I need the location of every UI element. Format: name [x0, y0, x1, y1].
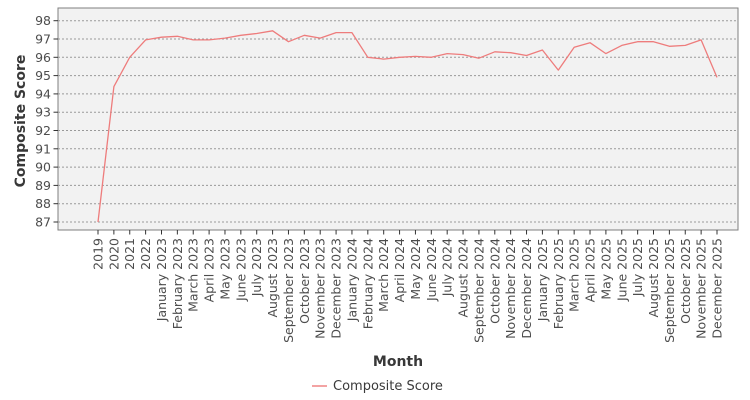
x-tick-label: 2021 — [122, 238, 137, 270]
x-tick-label: November 2023 — [313, 238, 328, 339]
x-tick-label: September 2024 — [471, 238, 486, 343]
legend: Composite Score — [312, 379, 443, 394]
x-tick-label: December 2023 — [329, 238, 344, 339]
x-tick-label: October 2025 — [678, 238, 693, 324]
x-tick-label: May 2024 — [408, 238, 423, 300]
x-tick-label: December 2024 — [519, 238, 534, 339]
x-axis-ticks: 2019 2020 2021 2022 January 2023 February 202… — [91, 230, 725, 343]
x-tick-label: April 2025 — [583, 238, 598, 302]
y-tick-label: 97 — [35, 32, 51, 47]
x-tick-label: February 2024 — [360, 238, 375, 329]
y-axis-title: Composite Score — [13, 55, 29, 188]
y-tick-label: 93 — [35, 105, 51, 120]
x-tick-label: April 2023 — [202, 238, 217, 302]
x-tick-label: August 2024 — [456, 238, 471, 318]
x-tick-label: May 2025 — [598, 238, 613, 300]
y-tick-label: 89 — [35, 178, 51, 193]
x-tick-label: December 2025 — [710, 238, 725, 339]
plot-panel — [57, 7, 739, 231]
x-tick-label: April 2024 — [392, 238, 407, 302]
x-tick-label: May 2023 — [217, 238, 232, 300]
y-axis-ticks: 87 88 89 90 91 92 93 94 95 96 97 98 — [35, 13, 58, 230]
x-tick-label: June 2023 — [233, 238, 248, 302]
y-tick-label: 95 — [35, 68, 51, 83]
y-tick-label: 88 — [35, 196, 51, 211]
composite-score-line — [97, 30, 718, 223]
x-tick-label: August 2025 — [646, 238, 661, 318]
x-tick-label: July 2025 — [630, 238, 645, 297]
x-tick-label: March 2024 — [376, 238, 391, 312]
x-tick-label: August 2023 — [265, 238, 280, 318]
x-tick-label: July 2023 — [249, 238, 264, 297]
x-tick-label: January 2024 — [344, 238, 359, 322]
y-tick-label: 94 — [35, 86, 51, 101]
x-tick-label: June 2024 — [424, 238, 439, 302]
y-tick-label: 87 — [35, 215, 51, 230]
x-tick-label: July 2024 — [440, 238, 455, 297]
x-tick-label: January 2025 — [535, 238, 550, 322]
y-tick-label: 91 — [35, 141, 51, 156]
x-tick-label: June 2025 — [614, 238, 629, 302]
x-axis-title: Month — [373, 354, 423, 370]
x-tick-label: March 2023 — [186, 238, 201, 312]
x-tick-label: February 2023 — [170, 238, 185, 329]
x-tick-label: January 2023 — [154, 238, 169, 322]
x-tick-label: October 2023 — [297, 238, 312, 324]
x-tick-label: September 2025 — [662, 238, 677, 343]
x-tick-label: September 2023 — [281, 238, 296, 343]
x-tick-label: November 2024 — [503, 238, 518, 339]
x-tick-label: February 2025 — [551, 238, 566, 329]
y-tick-label: 90 — [35, 160, 51, 175]
x-tick-label: October 2024 — [487, 238, 502, 324]
y-tick-label: 98 — [35, 13, 51, 28]
series-layer — [97, 30, 718, 223]
x-tick-label: 2020 — [106, 238, 121, 270]
y-tick-label: 92 — [35, 123, 51, 138]
x-tick-label: November 2025 — [694, 238, 709, 339]
x-tick-label: 2019 — [91, 238, 106, 270]
legend-label: Composite Score — [333, 379, 443, 394]
x-tick-label: 2022 — [138, 238, 153, 270]
x-tick-label: March 2025 — [567, 238, 582, 312]
y-tick-label: 96 — [35, 50, 51, 65]
gridlines-layer — [58, 20, 738, 223]
